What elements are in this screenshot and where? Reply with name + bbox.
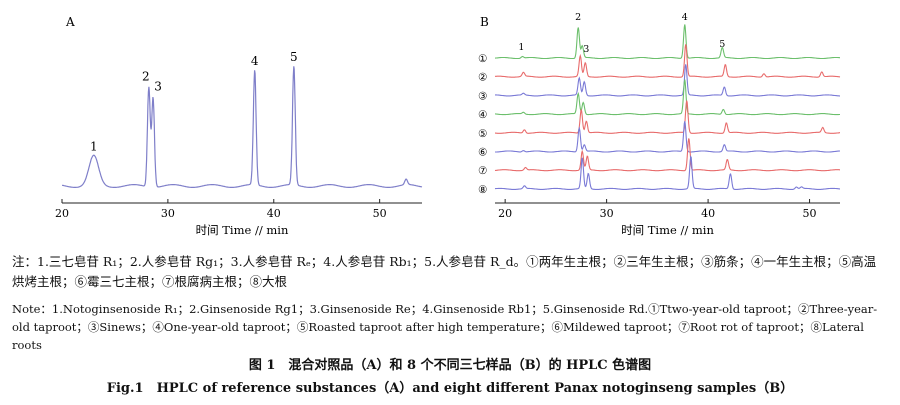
panel-a-x-tick-label: 30 bbox=[161, 207, 175, 220]
panel-b-series-label: ④ bbox=[478, 109, 488, 121]
panel-a-trace bbox=[62, 66, 423, 188]
panel-b-series-label: ② bbox=[478, 72, 488, 84]
caption-notes-zh: 注：1.三七皂苷 R₁；2.人参皂苷 Rg₁；3.人参皂苷 Rₑ；4.人参皂苷 … bbox=[12, 254, 877, 289]
panel-a-peak-label: 2 bbox=[142, 70, 150, 84]
panel-b-x-tick-label: 30 bbox=[600, 207, 614, 220]
panel-b-peak-label: 3 bbox=[583, 44, 589, 55]
panel-b-series-label: ⑧ bbox=[478, 184, 488, 196]
panel-b-label: B bbox=[480, 15, 489, 29]
panel-a-label: A bbox=[65, 15, 75, 29]
caption-notes-en: Note：1.Notoginsenoside R₁；2.Ginsenoside … bbox=[12, 302, 878, 352]
panel-a-peak-label: 4 bbox=[251, 54, 259, 68]
figure-title-en: Fig.1 HPLC of reference substances（A）and… bbox=[106, 381, 794, 396]
panel-b-trace-4 bbox=[495, 79, 840, 116]
panel-b-series-label: ⑤ bbox=[478, 128, 488, 140]
panel-a-peak-label: 1 bbox=[90, 140, 98, 154]
panel-b-peak-label: 1 bbox=[518, 42, 524, 53]
panel-b-peak-label: 5 bbox=[719, 39, 725, 50]
panel-b-peak-label: 4 bbox=[682, 12, 688, 23]
panel-b-series-label: ⑦ bbox=[478, 165, 488, 177]
figure-title-zh: 图 1 混合对照品（A）和 8 个不同三七样品（B）的 HPLC 色谱图 bbox=[248, 358, 652, 373]
panel-b-series-label: ③ bbox=[478, 90, 488, 102]
panel-b-trace-8 bbox=[494, 155, 840, 190]
panel-a-peak-label: 5 bbox=[290, 50, 298, 64]
panel-b-trace-3 bbox=[495, 64, 840, 97]
panel-a-x-axis-title: 时间 Time // min bbox=[196, 223, 289, 237]
panel-b-peak-label: 2 bbox=[575, 12, 581, 23]
panel-b-x-tick-label: 50 bbox=[803, 207, 817, 220]
panel-b-trace-5 bbox=[495, 100, 840, 134]
panel-b-x-axis-title: 时间 Time // min bbox=[621, 223, 714, 237]
panel-b-trace-6 bbox=[495, 121, 840, 153]
panel-a-peak-label: 3 bbox=[154, 79, 162, 93]
panel-b-x-tick-label: 40 bbox=[701, 207, 715, 220]
panel-b-series-label: ① bbox=[478, 53, 488, 65]
panel-b-trace-7 bbox=[494, 138, 840, 172]
panel-a-x-tick-label: 20 bbox=[55, 207, 69, 220]
panel-b-x-tick-label: 20 bbox=[498, 207, 512, 220]
panel-b-trace-2 bbox=[494, 44, 841, 78]
panel-b-series-label: ⑥ bbox=[478, 147, 488, 159]
panel-b-trace-1 bbox=[495, 24, 840, 60]
panel-a-x-tick-label: 50 bbox=[373, 207, 387, 220]
panel-a-x-tick-label: 40 bbox=[267, 207, 281, 220]
